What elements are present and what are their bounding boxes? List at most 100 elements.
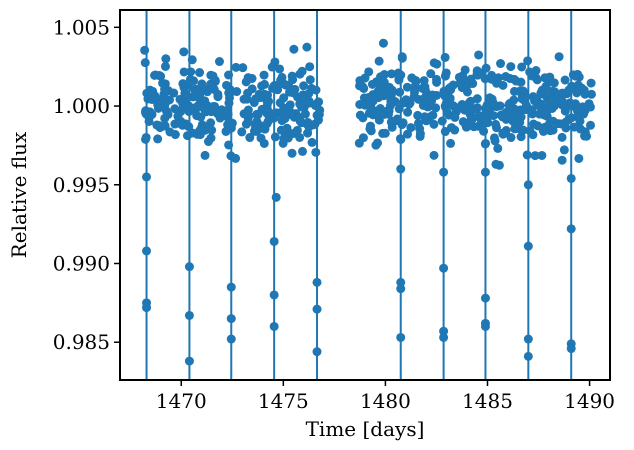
data-point [282, 123, 292, 133]
data-point [231, 153, 241, 163]
data-point [521, 101, 531, 111]
x-axis-title: Time [days] [306, 417, 425, 441]
data-point [275, 64, 285, 74]
data-point [491, 119, 501, 129]
data-point [273, 85, 283, 95]
data-point [297, 66, 307, 76]
data-point [278, 138, 288, 148]
data-point [574, 72, 584, 82]
data-point [305, 62, 315, 72]
data-point-in-transit [312, 347, 322, 357]
x-tick-label: 1490 [564, 389, 615, 413]
data-point [570, 99, 580, 109]
data-point [196, 124, 206, 134]
data-point [232, 87, 242, 97]
data-point [187, 128, 197, 138]
data-point [245, 133, 255, 143]
data-point [203, 137, 213, 147]
data-point [160, 61, 170, 71]
data-point [586, 120, 595, 130]
data-point [374, 115, 384, 125]
data-point [179, 47, 189, 57]
data-point [296, 118, 306, 128]
data-point [580, 89, 590, 99]
data-point [540, 73, 550, 83]
data-point [213, 92, 223, 102]
data-point [471, 104, 481, 114]
data-point [188, 92, 198, 102]
axes-frame [119, 9, 611, 381]
data-point [529, 119, 539, 129]
data-point [374, 56, 384, 66]
data-point-in-transit [396, 332, 406, 342]
data-point-in-transit [480, 321, 490, 331]
data-point [359, 93, 369, 103]
data-point [239, 109, 249, 119]
data-point [506, 133, 516, 143]
data-point-in-transit [184, 262, 194, 272]
data-point [358, 113, 368, 123]
x-axis-ticks: 1470 1475 1480 1485 1490 [156, 380, 615, 413]
data-point [540, 108, 550, 118]
data-point [557, 155, 567, 165]
data-point-in-transit [480, 167, 490, 177]
x-tick-label: 1470 [156, 389, 207, 413]
data-point [237, 127, 247, 137]
data-point [376, 72, 386, 82]
data-point [397, 52, 407, 62]
data-point [298, 146, 307, 156]
data-point [548, 125, 558, 135]
data-point [546, 97, 556, 107]
data-point [190, 85, 200, 95]
data-point [206, 70, 216, 80]
data-point [186, 67, 196, 77]
data-point [395, 134, 405, 144]
data-point [537, 150, 547, 160]
data-point [530, 151, 540, 161]
y-tick-label: 0.985 [53, 330, 110, 354]
data-point [554, 52, 564, 62]
data-point [160, 100, 170, 110]
data-point [161, 54, 171, 64]
data-point [575, 124, 585, 134]
data-point [480, 74, 490, 84]
data-point [446, 123, 456, 133]
data-point [420, 112, 430, 122]
data-point [541, 123, 551, 133]
data-point [259, 138, 269, 148]
data-point-in-transit [566, 344, 576, 354]
data-point [267, 62, 277, 72]
data-point [360, 100, 370, 110]
data-point [304, 89, 314, 99]
data-point [488, 98, 498, 108]
data-point [153, 134, 163, 144]
data-point [392, 114, 402, 124]
data-point [371, 140, 381, 150]
data-point [450, 112, 460, 122]
data-point [481, 103, 491, 113]
data-point [275, 98, 285, 108]
data-point [532, 95, 542, 105]
data-point [442, 98, 452, 108]
data-point [559, 145, 569, 155]
data-point [197, 79, 207, 89]
data-point [429, 119, 439, 129]
data-point [378, 38, 388, 48]
y-tick-label: 1.000 [53, 94, 110, 118]
data-point [285, 106, 295, 116]
y-tick-label: 0.990 [53, 251, 110, 275]
data-point [437, 116, 447, 126]
data-point [481, 138, 491, 148]
data-point-in-transit [226, 334, 236, 344]
data-point [541, 81, 551, 91]
data-point [364, 108, 374, 118]
data-point-in-transit [439, 332, 449, 342]
data-point [238, 63, 248, 73]
data-point [509, 95, 519, 105]
data-point [141, 132, 151, 142]
data-point [147, 109, 157, 119]
x-tick-label: 1480 [360, 389, 411, 413]
data-point [184, 79, 194, 89]
data-point [219, 107, 229, 117]
data-point-in-transit [566, 173, 576, 183]
